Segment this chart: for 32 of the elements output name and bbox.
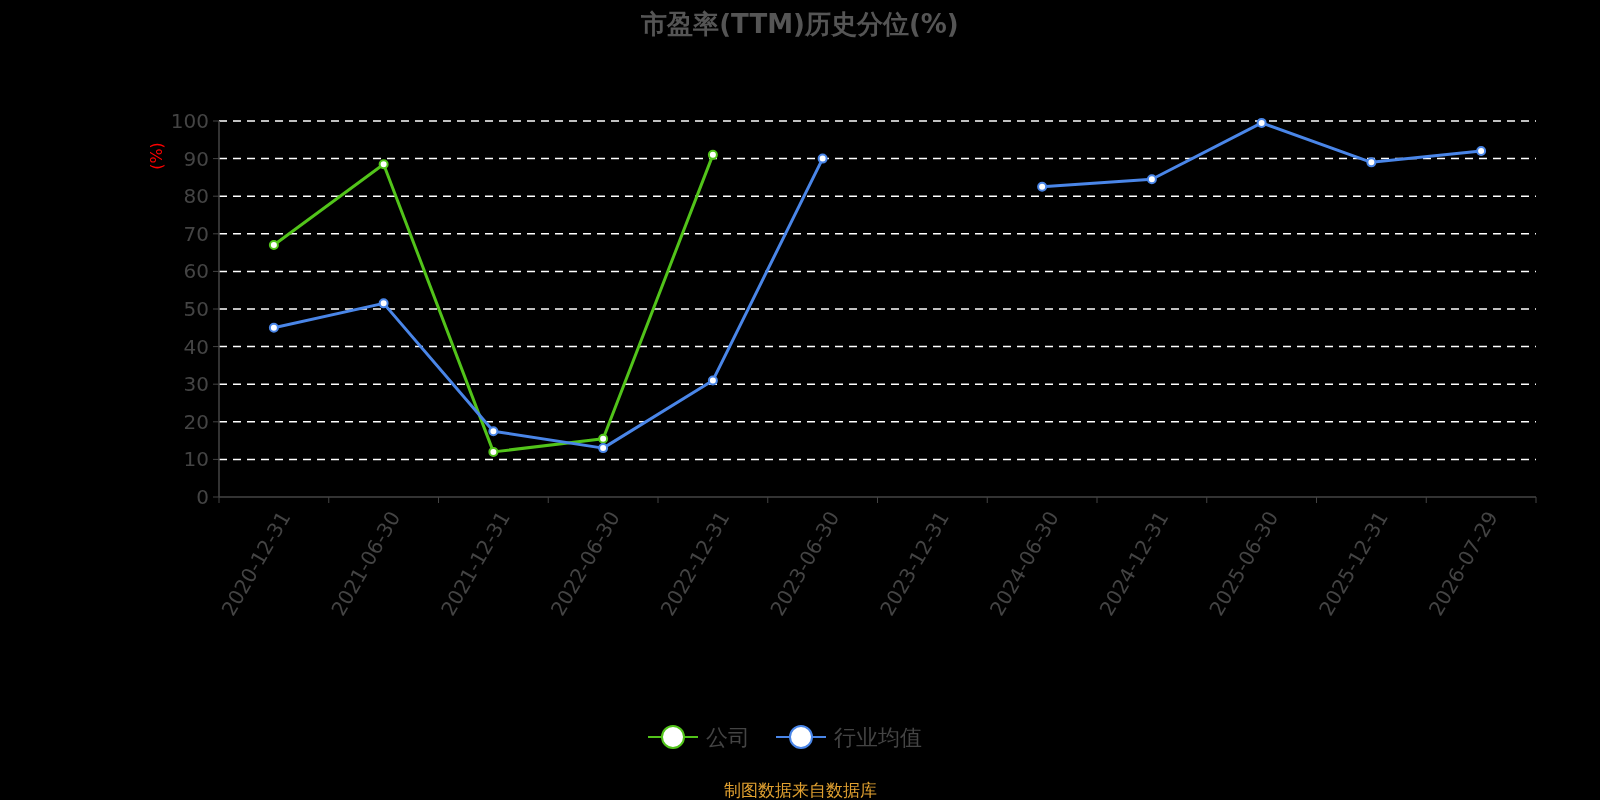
chart-title: 市盈率(TTM)历史分位(%)	[640, 9, 959, 39]
point	[378, 298, 389, 309]
point	[1476, 146, 1487, 157]
point	[1366, 157, 1377, 168]
point	[1256, 117, 1267, 128]
y-tick-label: 40	[183, 334, 209, 359]
text: 制图数据来自数据库	[723, 780, 877, 800]
point	[488, 426, 499, 437]
y-tick-label: 50	[183, 297, 209, 321]
y-axis-title: (%)	[147, 142, 166, 170]
y-tick-label: 80	[183, 184, 209, 209]
y-tick-label: 20	[183, 409, 209, 434]
legend-label: 公司	[706, 725, 750, 750]
y-tick-label: 0	[196, 485, 209, 509]
point	[378, 159, 389, 170]
point	[707, 149, 718, 160]
y-tick-label: 100	[170, 109, 209, 133]
y-tick-label: 70	[183, 221, 209, 246]
point	[1037, 181, 1048, 192]
point	[817, 153, 828, 164]
y-tick-label: 30	[183, 372, 209, 397]
y-tick-label: 10	[183, 447, 209, 472]
y-tick-label: 60	[183, 259, 209, 284]
point	[598, 433, 609, 444]
point	[598, 443, 609, 454]
legend-label: 行业均值	[834, 725, 922, 750]
y-tick-label: 90	[183, 146, 209, 171]
point	[488, 446, 499, 457]
point	[707, 375, 718, 386]
point	[268, 322, 279, 333]
point	[268, 240, 279, 251]
point	[1146, 174, 1157, 185]
